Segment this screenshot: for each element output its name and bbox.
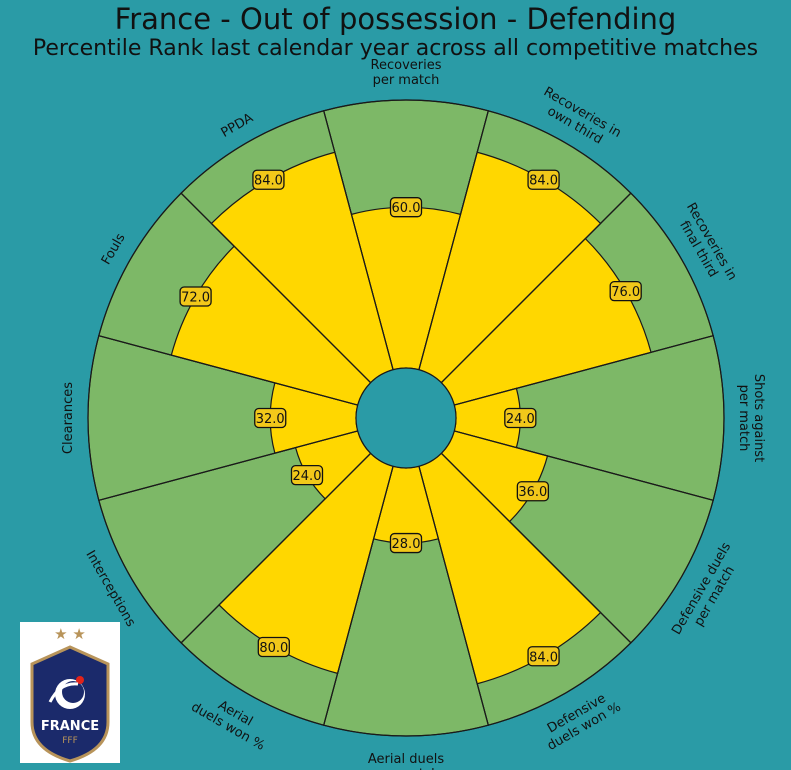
radar-spoke xyxy=(418,466,489,726)
svg-text:32.0: 32.0 xyxy=(256,412,285,427)
value-label: 36.0 xyxy=(516,481,550,502)
radar-spoke xyxy=(98,430,358,501)
value-label: 72.0 xyxy=(179,286,212,307)
radar-spoke xyxy=(454,335,714,406)
svg-text:24.0: 24.0 xyxy=(506,412,535,427)
category-label: Shots againstper match xyxy=(736,374,766,462)
radar-spoke xyxy=(98,335,358,406)
radar-spoke xyxy=(454,430,714,501)
radar-outer-ring xyxy=(87,99,725,737)
svg-text:24.0: 24.0 xyxy=(293,469,322,484)
rooster-icon xyxy=(48,676,85,709)
stars-icon: ★ ★ xyxy=(54,625,86,643)
svg-text:72.0: 72.0 xyxy=(181,291,210,306)
svg-text:76.0: 76.0 xyxy=(611,285,640,300)
center-hole xyxy=(355,367,457,469)
value-label: 76.0 xyxy=(609,281,642,302)
chart-title: France - Out of possession - Defending xyxy=(114,2,677,36)
chart-subtitle: Percentile Rank last calendar year acros… xyxy=(32,36,759,61)
team-logo: ★ ★ FRANCE FFF xyxy=(20,622,120,763)
svg-text:80.0: 80.0 xyxy=(259,641,288,656)
category-label: Aerial duelsper match xyxy=(368,752,444,770)
logo-subtext: FFF xyxy=(62,736,78,746)
value-label: 60.0 xyxy=(389,197,423,218)
svg-text:28.0: 28.0 xyxy=(392,537,421,552)
value-label: 24.0 xyxy=(504,407,537,429)
value-label: 24.0 xyxy=(290,465,324,486)
value-label: 84.0 xyxy=(252,169,285,190)
category-label: Recoveries per match xyxy=(371,58,442,88)
category-label: Clearances xyxy=(61,382,76,454)
category-label: PPDA xyxy=(219,111,256,141)
svg-text:36.0: 36.0 xyxy=(518,485,547,500)
svg-text:84.0: 84.0 xyxy=(529,650,558,665)
radar-spoke xyxy=(440,192,632,384)
radar-spoke xyxy=(323,110,394,370)
value-label: 80.0 xyxy=(257,636,290,658)
value-label: 28.0 xyxy=(389,532,423,554)
svg-text:60.0: 60.0 xyxy=(392,201,421,216)
value-label: 84.0 xyxy=(527,169,560,190)
radar-spoke xyxy=(180,452,372,644)
radar-spoke xyxy=(418,110,489,370)
radar-spoke xyxy=(180,192,372,384)
radar-spoke xyxy=(323,466,394,726)
category-label: Fouls xyxy=(99,231,129,268)
svg-text:84.0: 84.0 xyxy=(254,174,283,189)
value-label: 84.0 xyxy=(527,646,560,667)
logo-text: FRANCE xyxy=(41,719,99,734)
svg-text:84.0: 84.0 xyxy=(529,174,558,189)
value-label: 32.0 xyxy=(254,407,287,429)
radar-spoke xyxy=(440,452,632,644)
